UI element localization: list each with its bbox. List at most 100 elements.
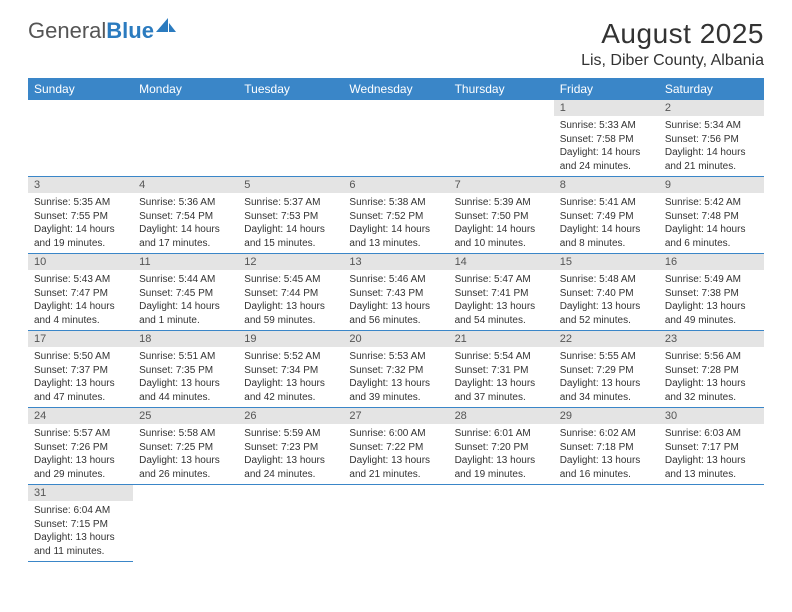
day-details: Sunrise: 5:54 AMSunset: 7:31 PMDaylight:… <box>449 347 554 407</box>
calendar-cell: 1Sunrise: 5:33 AMSunset: 7:58 PMDaylight… <box>554 100 659 177</box>
title-block: August 2025 Lis, Diber County, Albania <box>581 18 764 70</box>
sunset-line: Sunset: 7:15 PM <box>34 518 127 532</box>
day-details: Sunrise: 5:47 AMSunset: 7:41 PMDaylight:… <box>449 270 554 330</box>
day-number: 5 <box>238 177 343 193</box>
calendar-table: SundayMondayTuesdayWednesdayThursdayFrid… <box>28 78 764 562</box>
day-number: 23 <box>659 331 764 347</box>
calendar-cell: 16 Sunrise: 5:49 AMSunset: 7:38 PMDayligh… <box>659 254 764 331</box>
calendar-cell: 11Sunrise: 5:44 AMSunset: 7:45 PMDayligh… <box>133 254 238 331</box>
day-details: Sunrise: 5:36 AMSunset: 7:54 PMDaylight:… <box>133 193 238 253</box>
calendar-cell: 31 Sunrise: 6:04 AMSunset: 7:15 PMDayligh… <box>28 485 133 562</box>
calendar-cell: 15Sunrise: 5:48 AMSunset: 7:40 PMDayligh… <box>554 254 659 331</box>
calendar-body: 1Sunrise: 5:33 AMSunset: 7:58 PMDaylight… <box>28 100 764 562</box>
calendar-cell <box>28 100 133 177</box>
day-number: 20 <box>343 331 448 347</box>
day-details: Sunrise: 5:41 AMSunset: 7:49 PMDaylight:… <box>554 193 659 253</box>
sunrise-line: Sunrise: 5:56 AM <box>665 350 758 364</box>
sunrise-line: Sunrise: 5:51 AM <box>139 350 232 364</box>
sunrise-line: Sunrise: 5:41 AM <box>560 196 653 210</box>
daylight-line: Daylight: 13 hours and 11 minutes. <box>34 531 127 558</box>
calendar-cell <box>659 485 764 562</box>
day-number: 29 <box>554 408 659 424</box>
sunset-line: Sunset: 7:41 PM <box>455 287 548 301</box>
sunrise-line: Sunrise: 6:04 AM <box>34 504 127 518</box>
logo-text-blue: Blue <box>106 18 154 44</box>
calendar-cell: 30Sunrise: 6:03 AMSunset: 7:17 PMDayligh… <box>659 408 764 485</box>
calendar-cell: 29Sunrise: 6:02 AMSunset: 7:18 PMDayligh… <box>554 408 659 485</box>
logo-text-general: General <box>28 18 106 44</box>
header: GeneralBlue August 2025 Lis, Diber Count… <box>28 18 764 70</box>
sunrise-line: Sunrise: 5:44 AM <box>139 273 232 287</box>
calendar-row: 1Sunrise: 5:33 AMSunset: 7:58 PMDaylight… <box>28 100 764 177</box>
sunset-line: Sunset: 7:29 PM <box>560 364 653 378</box>
calendar-row: 24Sunrise: 5:57 AMSunset: 7:26 PMDayligh… <box>28 408 764 485</box>
day-details: Sunrise: 6:01 AMSunset: 7:20 PMDaylight:… <box>449 424 554 484</box>
sunset-line: Sunset: 7:53 PM <box>244 210 337 224</box>
day-number: 21 <box>449 331 554 347</box>
page: GeneralBlue August 2025 Lis, Diber Count… <box>0 0 792 580</box>
calendar-cell: 3Sunrise: 5:35 AMSunset: 7:55 PMDaylight… <box>28 177 133 254</box>
weekday-header: Monday <box>133 78 238 100</box>
day-number: 16 <box>659 254 764 270</box>
day-number: 31 <box>28 485 133 501</box>
daylight-line: Daylight: 13 hours and 13 minutes. <box>665 454 758 481</box>
calendar-cell <box>554 485 659 562</box>
sunrise-line: Sunrise: 5:48 AM <box>560 273 653 287</box>
calendar-cell <box>238 485 343 562</box>
day-details: Sunrise: 5:56 AMSunset: 7:28 PMDaylight:… <box>659 347 764 407</box>
daylight-line: Daylight: 13 hours and 32 minutes. <box>665 377 758 404</box>
sunset-line: Sunset: 7:43 PM <box>349 287 442 301</box>
daylight-line: Daylight: 14 hours and 19 minutes. <box>34 223 127 250</box>
sunrise-line: Sunrise: 6:01 AM <box>455 427 548 441</box>
sunset-line: Sunset: 7:28 PM <box>665 364 758 378</box>
day-details: Sunrise: 5:39 AMSunset: 7:50 PMDaylight:… <box>449 193 554 253</box>
daylight-line: Daylight: 14 hours and 10 minutes. <box>455 223 548 250</box>
sunrise-line: Sunrise: 5:36 AM <box>139 196 232 210</box>
daylight-line: Daylight: 13 hours and 47 minutes. <box>34 377 127 404</box>
location: Lis, Diber County, Albania <box>581 52 764 70</box>
daylight-line: Daylight: 13 hours and 52 minutes. <box>560 300 653 327</box>
sunrise-line: Sunrise: 5:33 AM <box>560 119 653 133</box>
sunset-line: Sunset: 7:38 PM <box>665 287 758 301</box>
sunrise-line: Sunrise: 5:50 AM <box>34 350 127 364</box>
sunrise-line: Sunrise: 5:53 AM <box>349 350 442 364</box>
day-details: Sunrise: 5:57 AMSunset: 7:26 PMDaylight:… <box>28 424 133 484</box>
day-number: 10 <box>28 254 133 270</box>
daylight-line: Daylight: 13 hours and 21 minutes. <box>349 454 442 481</box>
day-details: Sunrise: 5:53 AMSunset: 7:32 PMDaylight:… <box>343 347 448 407</box>
sunrise-line: Sunrise: 5:49 AM <box>665 273 758 287</box>
daylight-line: Daylight: 13 hours and 49 minutes. <box>665 300 758 327</box>
sunset-line: Sunset: 7:40 PM <box>560 287 653 301</box>
sunrise-line: Sunrise: 5:47 AM <box>455 273 548 287</box>
sunrise-line: Sunrise: 6:00 AM <box>349 427 442 441</box>
sunrise-line: Sunrise: 5:46 AM <box>349 273 442 287</box>
calendar-cell <box>449 485 554 562</box>
day-number: 2 <box>659 100 764 116</box>
calendar-cell: 21Sunrise: 5:54 AMSunset: 7:31 PMDayligh… <box>449 331 554 408</box>
calendar-row: 17Sunrise: 5:50 AMSunset: 7:37 PMDayligh… <box>28 331 764 408</box>
day-number: 11 <box>133 254 238 270</box>
calendar-cell: 9Sunrise: 5:42 AMSunset: 7:48 PMDaylight… <box>659 177 764 254</box>
sunset-line: Sunset: 7:49 PM <box>560 210 653 224</box>
calendar-cell: 5Sunrise: 5:37 AMSunset: 7:53 PMDaylight… <box>238 177 343 254</box>
weekday-header: Friday <box>554 78 659 100</box>
day-number: 13 <box>343 254 448 270</box>
sunset-line: Sunset: 7:23 PM <box>244 441 337 455</box>
sunset-line: Sunset: 7:56 PM <box>665 133 758 147</box>
day-number: 1 <box>554 100 659 116</box>
day-number: 7 <box>449 177 554 193</box>
calendar-cell <box>133 485 238 562</box>
day-number: 26 <box>238 408 343 424</box>
sunrise-line: Sunrise: 5:57 AM <box>34 427 127 441</box>
day-details: Sunrise: 5:46 AMSunset: 7:43 PMDaylight:… <box>343 270 448 330</box>
day-number: 19 <box>238 331 343 347</box>
day-number: 28 <box>449 408 554 424</box>
day-details: Sunrise: 5:34 AMSunset: 7:56 PMDaylight:… <box>659 116 764 176</box>
weekday-header: Saturday <box>659 78 764 100</box>
daylight-line: Daylight: 13 hours and 16 minutes. <box>560 454 653 481</box>
daylight-line: Daylight: 14 hours and 6 minutes. <box>665 223 758 250</box>
sunrise-line: Sunrise: 6:02 AM <box>560 427 653 441</box>
daylight-line: Daylight: 14 hours and 17 minutes. <box>139 223 232 250</box>
day-number: 3 <box>28 177 133 193</box>
calendar-cell: 6Sunrise: 5:38 AMSunset: 7:52 PMDaylight… <box>343 177 448 254</box>
